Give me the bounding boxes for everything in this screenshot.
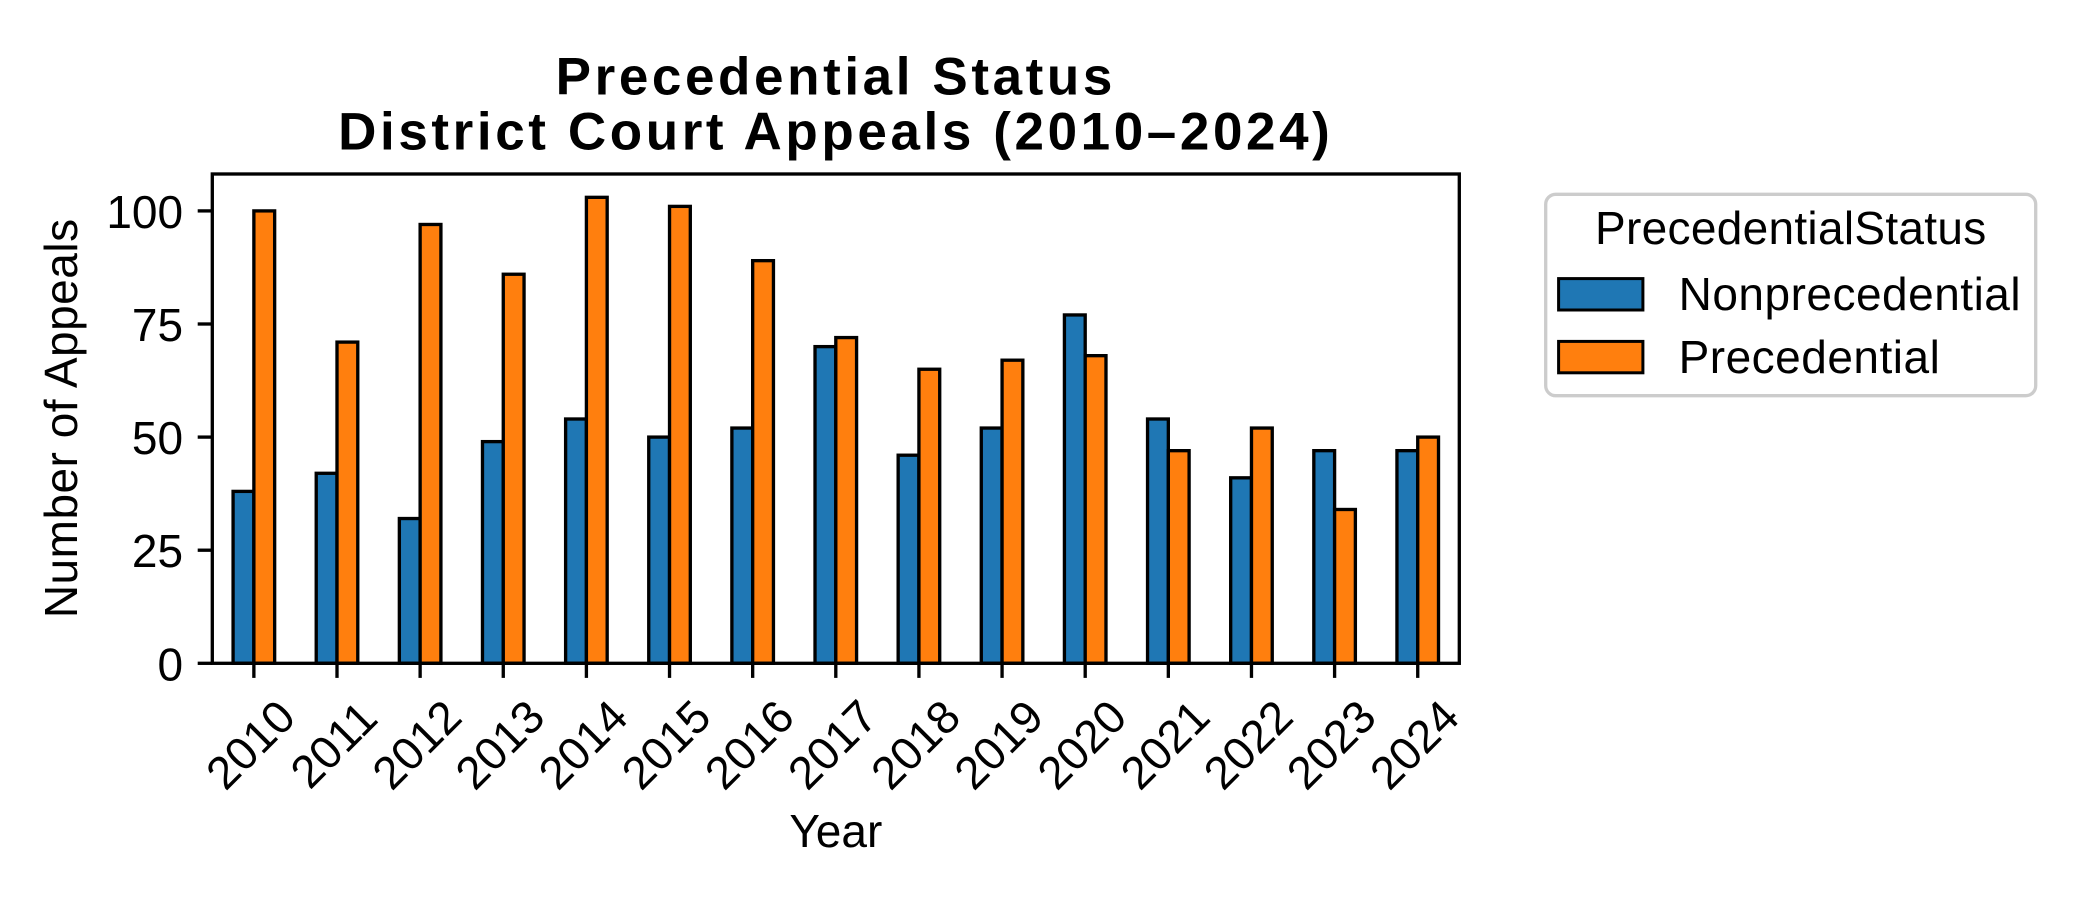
svg-text:50: 50 xyxy=(132,412,183,464)
svg-text:100: 100 xyxy=(106,186,183,238)
svg-text:Year: Year xyxy=(789,805,882,857)
svg-text:Precedential: Precedential xyxy=(1679,331,1941,383)
svg-text:25: 25 xyxy=(132,525,183,577)
svg-text:75: 75 xyxy=(132,299,183,351)
svg-text:PrecedentialStatus: PrecedentialStatus xyxy=(1595,202,1987,254)
svg-text:District Court Appeals (2010–2: District Court Appeals (2010–2024) xyxy=(338,103,1333,162)
svg-text:Nonprecedential: Nonprecedential xyxy=(1679,268,2022,320)
svg-text:Number of Appeals: Number of Appeals xyxy=(35,218,87,618)
svg-text:Precedential Status: Precedential Status xyxy=(556,47,1116,106)
svg-text:0: 0 xyxy=(158,638,184,690)
